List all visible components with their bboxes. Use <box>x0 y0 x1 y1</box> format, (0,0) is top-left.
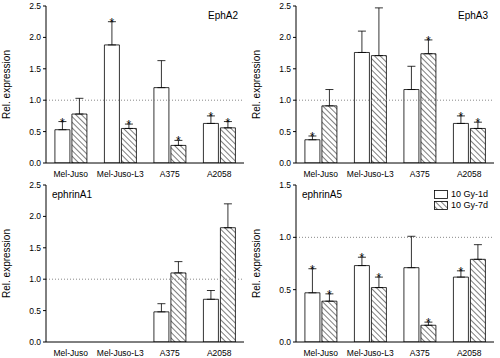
html-text:EphA3: EphA3 <box>458 10 488 21</box>
svg-text:0.5: 0.5 <box>29 127 41 137</box>
svg-text:Mel-Juso: Mel-Juso <box>304 348 339 358</box>
svg-text:A375: A375 <box>410 169 430 179</box>
svg-text:Mel-Juso: Mel-Juso <box>304 169 339 179</box>
svg-text:Mel-Juso: Mel-Juso <box>54 348 89 358</box>
svg-text:0.5: 0.5 <box>29 306 41 316</box>
svg-text:*: * <box>327 288 332 302</box>
svg-text:*: * <box>110 16 115 30</box>
svg-text:1.5: 1.5 <box>29 64 41 74</box>
svg-text:Mel-Juso-L3: Mel-Juso-L3 <box>347 348 394 358</box>
svg-text:*: * <box>476 116 481 130</box>
svg-text:A375: A375 <box>160 169 180 179</box>
svg-text:*: * <box>310 263 315 277</box>
svg-text:*: * <box>226 116 231 130</box>
svg-text:2.0: 2.0 <box>29 32 41 42</box>
svg-text:1.0: 1.0 <box>279 232 291 242</box>
svg-text:0.0: 0.0 <box>279 337 291 347</box>
svg-text:0.0: 0.0 <box>29 158 41 168</box>
svg-text:A2058: A2058 <box>207 169 232 179</box>
svg-text:A375: A375 <box>160 348 180 358</box>
svg-text:1.5: 1.5 <box>29 243 41 253</box>
html-text:ephrinA5: ephrinA5 <box>302 189 342 200</box>
svg-text:*: * <box>310 130 315 144</box>
svg-text:2.0: 2.0 <box>29 211 41 221</box>
svg-text:A375: A375 <box>410 348 430 358</box>
svg-text:Rel. expression: Rel. expression <box>251 229 262 298</box>
svg-text:0.0: 0.0 <box>29 337 41 347</box>
svg-text:*: * <box>209 110 214 124</box>
svg-text:Mel-Juso: Mel-Juso <box>54 169 89 179</box>
svg-text:*: * <box>127 118 132 132</box>
svg-text:*: * <box>426 316 431 330</box>
svg-text:1.0: 1.0 <box>29 274 41 284</box>
svg-text:A2058: A2058 <box>457 348 482 358</box>
svg-text:2.5: 2.5 <box>29 180 41 190</box>
svg-text:*: * <box>459 265 464 279</box>
svg-text:*: * <box>377 271 382 285</box>
html-text:EphA2: EphA2 <box>208 10 238 21</box>
svg-text:Rel. expression: Rel. expression <box>8 229 12 298</box>
svg-text:0.5: 0.5 <box>279 127 291 137</box>
svg-text:2.5: 2.5 <box>29 1 41 11</box>
svg-text:1.0: 1.0 <box>279 95 291 105</box>
svg-text:A2058: A2058 <box>457 169 482 179</box>
svg-text:*: * <box>459 110 464 124</box>
svg-text:Mel-Juso-L3: Mel-Juso-L3 <box>97 348 144 358</box>
svg-text:Mel-Juso-L3: Mel-Juso-L3 <box>347 169 394 179</box>
svg-text:0.5: 0.5 <box>279 285 291 295</box>
svg-text:1.0: 1.0 <box>29 95 41 105</box>
html-text:10 Gy-1d: 10 Gy-1d <box>451 189 488 199</box>
svg-text:*: * <box>360 251 365 265</box>
svg-text:A2058: A2058 <box>207 348 232 358</box>
html-text:10 Gy-7d: 10 Gy-7d <box>451 200 488 210</box>
html-text:ephrinA1: ephrinA1 <box>52 189 92 200</box>
svg-text:Mel-Juso-L3: Mel-Juso-L3 <box>97 169 144 179</box>
svg-text:1.5: 1.5 <box>279 180 291 190</box>
svg-text:2.5: 2.5 <box>279 1 291 11</box>
svg-text:Rel. expression: Rel. expression <box>8 50 12 119</box>
svg-text:*: * <box>176 134 181 148</box>
svg-text:Rel. expression: Rel. expression <box>251 50 262 119</box>
svg-text:*: * <box>426 34 431 48</box>
svg-text:2.0: 2.0 <box>279 32 291 42</box>
svg-text:0.0: 0.0 <box>279 158 291 168</box>
svg-text:1.5: 1.5 <box>279 64 291 74</box>
svg-text:*: * <box>60 116 65 130</box>
